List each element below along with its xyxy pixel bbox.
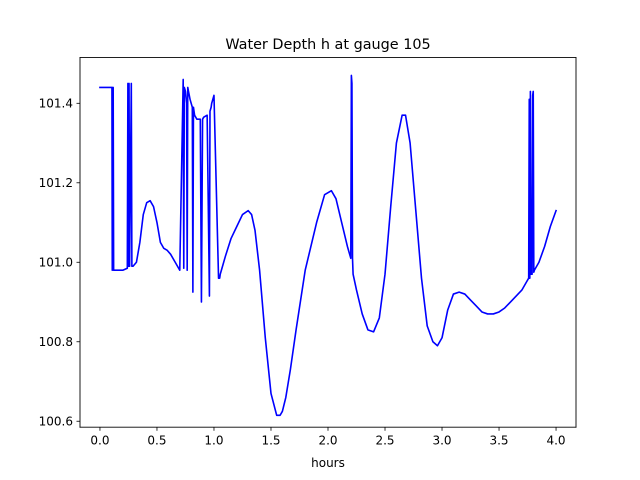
y-tick-label: 101.2 (39, 176, 73, 190)
series-layer (99, 74, 558, 417)
x-tick-label: 2.0 (318, 434, 337, 448)
axes-frame (79, 57, 577, 428)
y-axis-ticks: 100.6 100.8 101.0 101.2 101.4 (39, 97, 80, 429)
x-tick-label: 3.0 (432, 434, 451, 448)
chart-title: Water Depth h at gauge 105 (225, 37, 430, 53)
x-tick-label: 1.5 (261, 434, 280, 448)
x-tick-label: 0.5 (147, 434, 166, 448)
x-tick-label: 2.5 (375, 434, 394, 448)
y-tick-label: 100.8 (39, 335, 73, 349)
x-tick-label: 3.5 (489, 434, 508, 448)
plot-area (80, 57, 576, 428)
series-line-0 (99, 74, 558, 417)
x-axis-label: hours (311, 456, 345, 470)
x-tick-label: 1.0 (204, 434, 223, 448)
y-tick-label: 100.6 (39, 415, 73, 429)
x-tick-label: 4.0 (546, 434, 565, 448)
y-tick-label: 101.0 (39, 256, 73, 270)
x-axis-ticks: 0.0 0.5 1.0 1.5 2.0 2.5 3.0 3.5 4.0 (90, 427, 566, 448)
x-tick-label: 0.0 (90, 434, 109, 448)
y-tick-label: 101.4 (39, 97, 73, 111)
